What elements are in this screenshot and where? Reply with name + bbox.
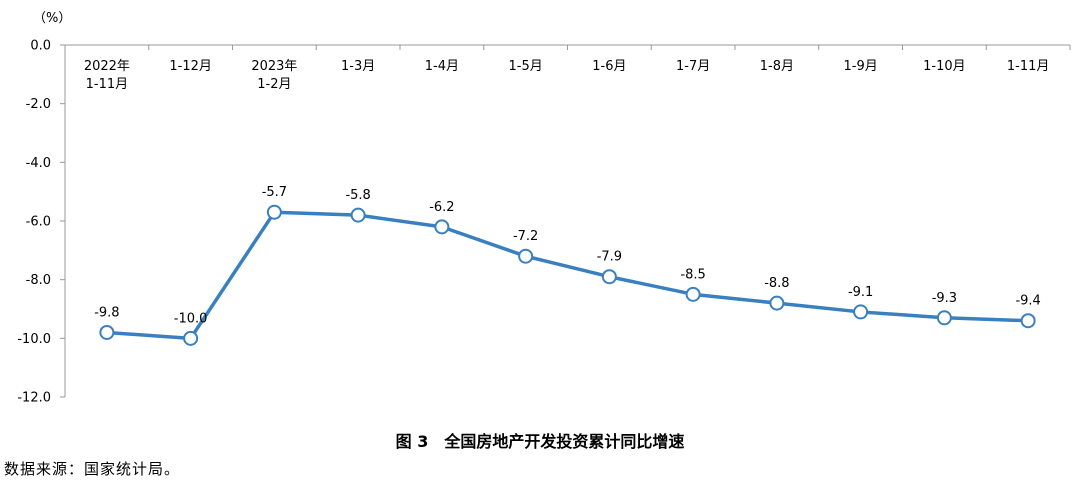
data-point — [183, 330, 199, 346]
figure-caption: 图 3 全国房地产开发投资累计同比增速 — [395, 432, 685, 451]
data-label: -9.4 — [1015, 294, 1040, 309]
data-point — [99, 324, 115, 340]
category-label: 1-7月 — [676, 59, 710, 74]
data-point — [266, 204, 282, 220]
y-tick-label: -6.0 — [26, 215, 51, 230]
y-axis: 0.0 -2.0 -4.0 -6.0 -8.0 -10.0 -12.0 — [17, 39, 66, 406]
y-axis-unit: （%） — [33, 11, 71, 26]
category-label: 1-6月 — [592, 59, 626, 74]
line-chart: （%） 0.0 -2.0 -4.0 -6.0 -8.0 -10.0 -12.0 2022年 1… — [17, 11, 1071, 406]
category-label: 1-8月 — [760, 59, 794, 74]
y-tick-label: -10.0 — [17, 332, 51, 347]
data-label: -9.1 — [848, 285, 873, 300]
data-labels: -9.8 -10.0 -5.7 -5.8 -6.2 -7.2 -7.9 -8.5 -8.8 -9.… — [94, 185, 1041, 326]
series-line — [99, 204, 1036, 346]
data-source-note: 数据来源：国家统计局。 — [4, 460, 181, 478]
category-label: 1-5月 — [509, 59, 543, 74]
data-label: -5.8 — [345, 188, 370, 203]
data-label: -5.7 — [262, 185, 287, 200]
data-point — [601, 269, 617, 285]
category-labels: 2022年 1-11月 1-12月 2023年 1-2月 1-3月 1-4月 1-5月 1-6月… — [84, 59, 1050, 92]
category-label: 2023年 — [251, 59, 297, 74]
category-label: 1-2月 — [257, 77, 291, 92]
x-axis — [64, 44, 1071, 50]
category-label: 1-10月 — [923, 59, 966, 74]
category-label: 1-11月 — [1007, 59, 1050, 74]
data-label: -8.8 — [764, 276, 789, 291]
data-point — [350, 207, 366, 223]
data-point — [936, 310, 952, 326]
data-label: -9.3 — [932, 291, 957, 306]
data-label: -7.2 — [513, 229, 538, 244]
data-point — [685, 286, 701, 302]
category-label: 1-4月 — [425, 59, 459, 74]
data-point — [518, 248, 534, 264]
data-label: -10.0 — [174, 311, 208, 326]
y-tick-label: 0.0 — [30, 39, 51, 54]
data-label: -8.5 — [680, 267, 705, 282]
category-label: 1-12月 — [169, 59, 212, 74]
data-label: -7.9 — [597, 250, 622, 265]
series-line-path — [105, 210, 1030, 341]
category-label: 1-9月 — [844, 59, 878, 74]
data-label: -9.8 — [94, 305, 119, 320]
data-point — [434, 219, 450, 235]
y-tick-label: -2.0 — [26, 97, 51, 112]
category-label: 1-11月 — [86, 77, 129, 92]
data-point — [769, 295, 785, 311]
data-label: -6.2 — [429, 200, 454, 215]
category-label: 1-3月 — [341, 59, 375, 74]
y-tick-label: -12.0 — [17, 391, 51, 406]
y-tick-label: -8.0 — [26, 273, 51, 288]
data-point — [1020, 313, 1036, 329]
y-tick-label: -4.0 — [26, 156, 51, 171]
data-point — [853, 304, 869, 320]
category-label: 2022年 — [84, 59, 130, 74]
